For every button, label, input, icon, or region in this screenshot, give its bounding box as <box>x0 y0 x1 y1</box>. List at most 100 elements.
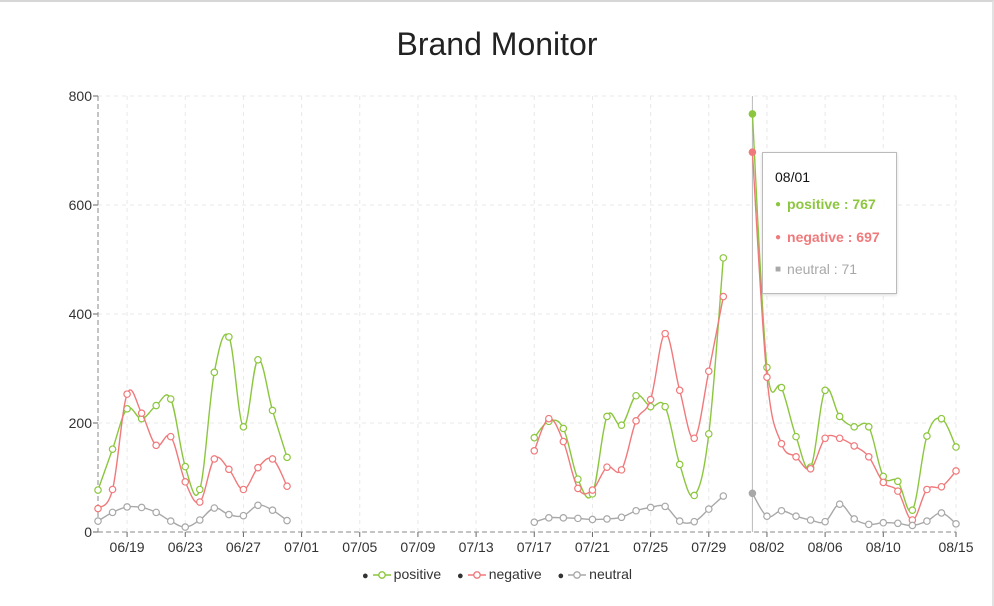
data-point-positive <box>108 445 117 453</box>
series-line-positive <box>97 333 288 497</box>
data-point-positive <box>864 423 873 431</box>
data-point-positive <box>632 391 640 400</box>
data-point-positive <box>748 110 757 118</box>
tooltip-date: 08/01 <box>775 169 811 185</box>
data-point-negative <box>617 466 626 474</box>
legend-item-positive[interactable]: ● positive <box>362 566 441 582</box>
tooltip: 08/01 ● positive : 767 ● negative : 697 ■ n… <box>762 152 897 294</box>
tooltip-neutral: ■ neutral : 71 <box>775 261 857 277</box>
data-point-neutral <box>210 504 219 512</box>
data-point-neutral <box>603 515 611 523</box>
legend: ● positive ● negative ● neutral <box>0 566 994 582</box>
data-point-neutral <box>923 517 931 525</box>
data-point-positive <box>675 460 684 469</box>
series-negative <box>94 148 960 524</box>
tooltip-negative: ● negative : 697 <box>775 229 880 245</box>
data-point-neutral <box>894 519 902 528</box>
data-point-negative <box>937 482 946 491</box>
data-point-negative <box>675 386 684 395</box>
legend-line-positive-icon <box>372 571 391 580</box>
data-point-negative <box>268 455 277 463</box>
data-point-positive <box>94 486 102 494</box>
legend-bullet-icon: ● <box>557 570 565 582</box>
data-point-negative <box>225 465 233 474</box>
tooltip-positive-dot: ● <box>775 199 782 210</box>
data-point-neutral <box>268 506 277 515</box>
data-point-neutral <box>748 489 757 498</box>
data-point-negative <box>108 485 117 494</box>
data-point-positive <box>704 430 713 438</box>
data-point-positive <box>166 395 175 403</box>
data-point-negative <box>719 292 728 301</box>
data-point-negative <box>821 434 829 443</box>
data-point-negative <box>690 434 699 443</box>
data-point-positive <box>835 412 844 421</box>
tick-labels: 0 200 400 600 800 06/19 06/23 06/27 07/01 07/05 07… <box>69 88 974 555</box>
legend-line-neutral-icon <box>568 571 587 580</box>
series-line-positive <box>533 257 725 499</box>
data-point-neutral <box>166 517 175 525</box>
data-point-positive <box>821 386 829 395</box>
legend-label-negative: negative <box>488 566 542 582</box>
data-point-positive <box>777 383 786 392</box>
data-point-negative <box>923 485 931 494</box>
data-point-neutral <box>195 516 204 524</box>
data-point-positive <box>719 254 728 262</box>
data-point-negative <box>792 452 800 461</box>
tooltip-neutral-text: neutral : 71 <box>787 261 858 277</box>
legend-item-negative[interactable]: ● negative <box>457 566 542 582</box>
legend-label-neutral: neutral <box>589 566 632 582</box>
data-point-negative <box>894 487 902 495</box>
data-point-negative <box>763 373 771 382</box>
data-point-positive <box>923 432 931 440</box>
data-point-positive <box>268 406 277 415</box>
data-point-neutral <box>108 508 117 517</box>
x-tick-label: 07/01 <box>284 539 319 555</box>
tooltip-positive: ● positive : 767 <box>775 196 876 212</box>
series-line-positive <box>751 113 957 513</box>
data-point-positive <box>254 355 262 364</box>
data-point-neutral <box>850 515 859 523</box>
data-point-positive <box>661 402 669 411</box>
data-point-negative <box>806 464 815 473</box>
x-tick-label: 07/13 <box>459 539 494 555</box>
data-point-neutral <box>225 510 233 519</box>
data-point-negative <box>210 455 219 463</box>
x-tick-label: 07/29 <box>691 539 726 555</box>
data-point-negative <box>646 395 655 404</box>
tooltip-neutral-dot: ■ <box>775 264 782 275</box>
tooltip-negative-dot: ● <box>775 232 782 243</box>
data-point-neutral <box>574 514 582 523</box>
data-point-positive <box>283 453 291 462</box>
line-chart[interactable]: 0 200 400 600 800 06/19 06/23 06/27 07/01 07/05 07… <box>0 0 994 560</box>
data-point-negative <box>777 439 786 448</box>
y-tick-label: 0 <box>84 524 92 540</box>
data-point-negative <box>632 417 640 425</box>
data-point-neutral <box>835 500 844 509</box>
data-point-negative <box>704 367 713 376</box>
data-point-negative <box>152 441 160 450</box>
data-point-neutral <box>675 517 684 525</box>
data-point-negative <box>94 504 102 513</box>
data-point-positive <box>530 433 539 442</box>
tooltip-negative-text: negative : 697 <box>787 229 880 245</box>
data-point-neutral <box>704 505 713 513</box>
legend-item-neutral[interactable]: ● neutral <box>558 566 632 582</box>
data-point-neutral <box>646 503 655 512</box>
data-point-neutral <box>763 512 771 520</box>
data-point-positive <box>225 333 233 341</box>
data-point-neutral <box>690 517 699 526</box>
data-point-neutral <box>559 514 568 522</box>
y-tick-label: 200 <box>69 415 93 431</box>
data-point-neutral <box>806 516 815 524</box>
legend-bullet-icon: ● <box>457 570 464 582</box>
data-point-negative <box>574 484 582 493</box>
data-point-positive <box>195 485 204 494</box>
legend-bullet-icon: ● <box>362 570 369 582</box>
data-point-neutral <box>792 512 800 520</box>
data-point-negative <box>545 414 553 423</box>
data-point-negative <box>835 434 844 443</box>
data-point-negative <box>195 498 204 506</box>
data-point-neutral <box>545 514 553 522</box>
x-tick-label: 08/10 <box>866 539 901 555</box>
